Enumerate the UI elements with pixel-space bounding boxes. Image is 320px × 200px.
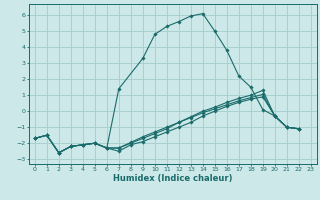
X-axis label: Humidex (Indice chaleur): Humidex (Indice chaleur) xyxy=(113,174,233,183)
